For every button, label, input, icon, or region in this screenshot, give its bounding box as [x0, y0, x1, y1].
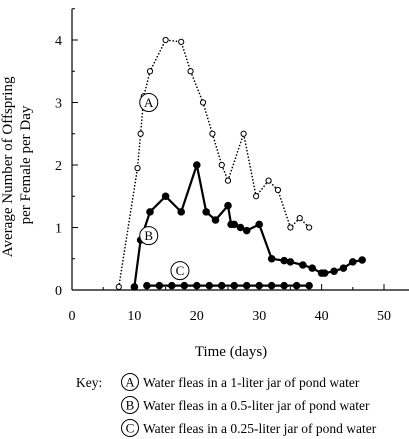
- key-b-letter: B: [126, 398, 135, 413]
- y-tick-label-3: 3: [55, 97, 62, 112]
- key-b-text: Water fleas in a 0.5-liter jar of pond w…: [143, 398, 370, 413]
- key-a-text: Water fleas in a 1-liter jar of pond wat…: [143, 375, 360, 390]
- series-b-point: [193, 161, 201, 169]
- series-a-point: [218, 161, 225, 169]
- series-c-point: [305, 281, 313, 290]
- x-tick-label-50: 50: [377, 309, 391, 324]
- series-c-point: [280, 281, 288, 290]
- x-tick-label-0: 0: [69, 309, 76, 324]
- y-tick-label-2: 2: [55, 159, 62, 174]
- series-a-point: [146, 68, 154, 75]
- series-a-point: [199, 99, 207, 106]
- series-b-point: [202, 208, 210, 216]
- series-b-point: [211, 216, 220, 224]
- series-c-point: [205, 281, 214, 290]
- series-c-point: [155, 281, 164, 290]
- series-b-point: [358, 256, 366, 264]
- y-axis-title-line-2: per Female per Day: [18, 105, 34, 224]
- series-b: [130, 161, 366, 291]
- series-a-point: [209, 130, 216, 137]
- series-a-line: [118, 39, 310, 288]
- series-c-point: [168, 281, 176, 290]
- series-c-point: [180, 281, 189, 290]
- y-tick-label-4: 4: [55, 34, 62, 49]
- series-a-point: [240, 130, 247, 137]
- y-tick-label-0: 0: [55, 284, 62, 299]
- series-b-point: [330, 267, 338, 276]
- series-b-point: [236, 223, 245, 232]
- series-a-point: [115, 283, 122, 290]
- x-tick-label-40: 40: [315, 309, 329, 324]
- series-b-point: [339, 264, 348, 272]
- series-b-point: [242, 226, 251, 235]
- y-axis-title: Average Number of Offspring per Female p…: [0, 73, 34, 257]
- key-b-circle: [121, 396, 139, 414]
- series-a-point: [252, 193, 260, 200]
- series-a: [115, 36, 313, 290]
- key-c-letter: C: [126, 421, 135, 436]
- series-b-line: [133, 163, 364, 288]
- series-c-point: [193, 281, 201, 290]
- key-a-letter: A: [125, 375, 135, 390]
- key-title: Key:: [76, 375, 102, 390]
- series-b-point: [230, 220, 239, 229]
- series-a-point: [274, 186, 282, 194]
- series-b-point: [224, 201, 232, 210]
- curve-label-a-circle: [139, 93, 159, 112]
- series-b-point: [280, 256, 288, 265]
- series-c-point: [255, 281, 264, 290]
- y-axis-title-line-1: Average Number of Offspring: [0, 76, 16, 257]
- series-b-point: [146, 208, 154, 216]
- series-c-point: [242, 281, 251, 290]
- series-layer: [115, 36, 366, 291]
- series-b-point: [255, 220, 264, 229]
- x-tick-label-10: 10: [127, 309, 141, 324]
- x-axis-title: Time (days): [195, 344, 267, 360]
- series-a-point: [287, 224, 294, 231]
- series-a-point: [224, 177, 232, 184]
- series-c-point: [143, 281, 151, 290]
- curve-label-b: B: [144, 228, 153, 243]
- key-c-circle: [121, 419, 139, 437]
- series-c-point: [230, 281, 239, 290]
- key-a-circle: [121, 373, 139, 391]
- series-a-point: [265, 177, 272, 184]
- key-c-text: Water fleas in a 0.25-liter jar of pond …: [143, 421, 377, 436]
- series-a-point: [137, 130, 144, 137]
- x-tick-label-30: 30: [252, 309, 266, 324]
- series-c-point: [267, 281, 276, 290]
- series-a-point: [162, 36, 169, 44]
- series-b-point: [349, 258, 357, 266]
- curve-label-b-circle: [139, 226, 159, 246]
- series-a-point: [306, 224, 313, 231]
- series-c: [143, 281, 313, 290]
- series-b-point: [286, 258, 295, 266]
- legend-key: Key: A Water fleas in a 1-liter jar of p…: [76, 373, 377, 437]
- chart-axes: [71, 8, 409, 291]
- series-b-point: [308, 264, 317, 272]
- curve-labels: A B C: [139, 93, 190, 281]
- series-b-point: [267, 254, 276, 263]
- series-a-point: [178, 38, 185, 45]
- series-b-point: [320, 269, 329, 277]
- series-c-point: [217, 281, 226, 290]
- series-a-point: [296, 215, 303, 222]
- series-a-point: [187, 68, 194, 75]
- series-b-point: [177, 208, 185, 216]
- curve-label-c: C: [176, 263, 185, 278]
- series-c-point: [292, 281, 301, 290]
- x-tick-label-20: 20: [190, 309, 204, 324]
- series-b-point: [161, 192, 170, 201]
- y-tick-label-1: 1: [55, 222, 62, 237]
- series-b-point: [299, 261, 307, 269]
- curve-label-c-circle: [170, 261, 190, 281]
- series-a-point: [134, 165, 141, 172]
- curve-label-a: A: [144, 95, 154, 110]
- series-b-point: [130, 283, 139, 291]
